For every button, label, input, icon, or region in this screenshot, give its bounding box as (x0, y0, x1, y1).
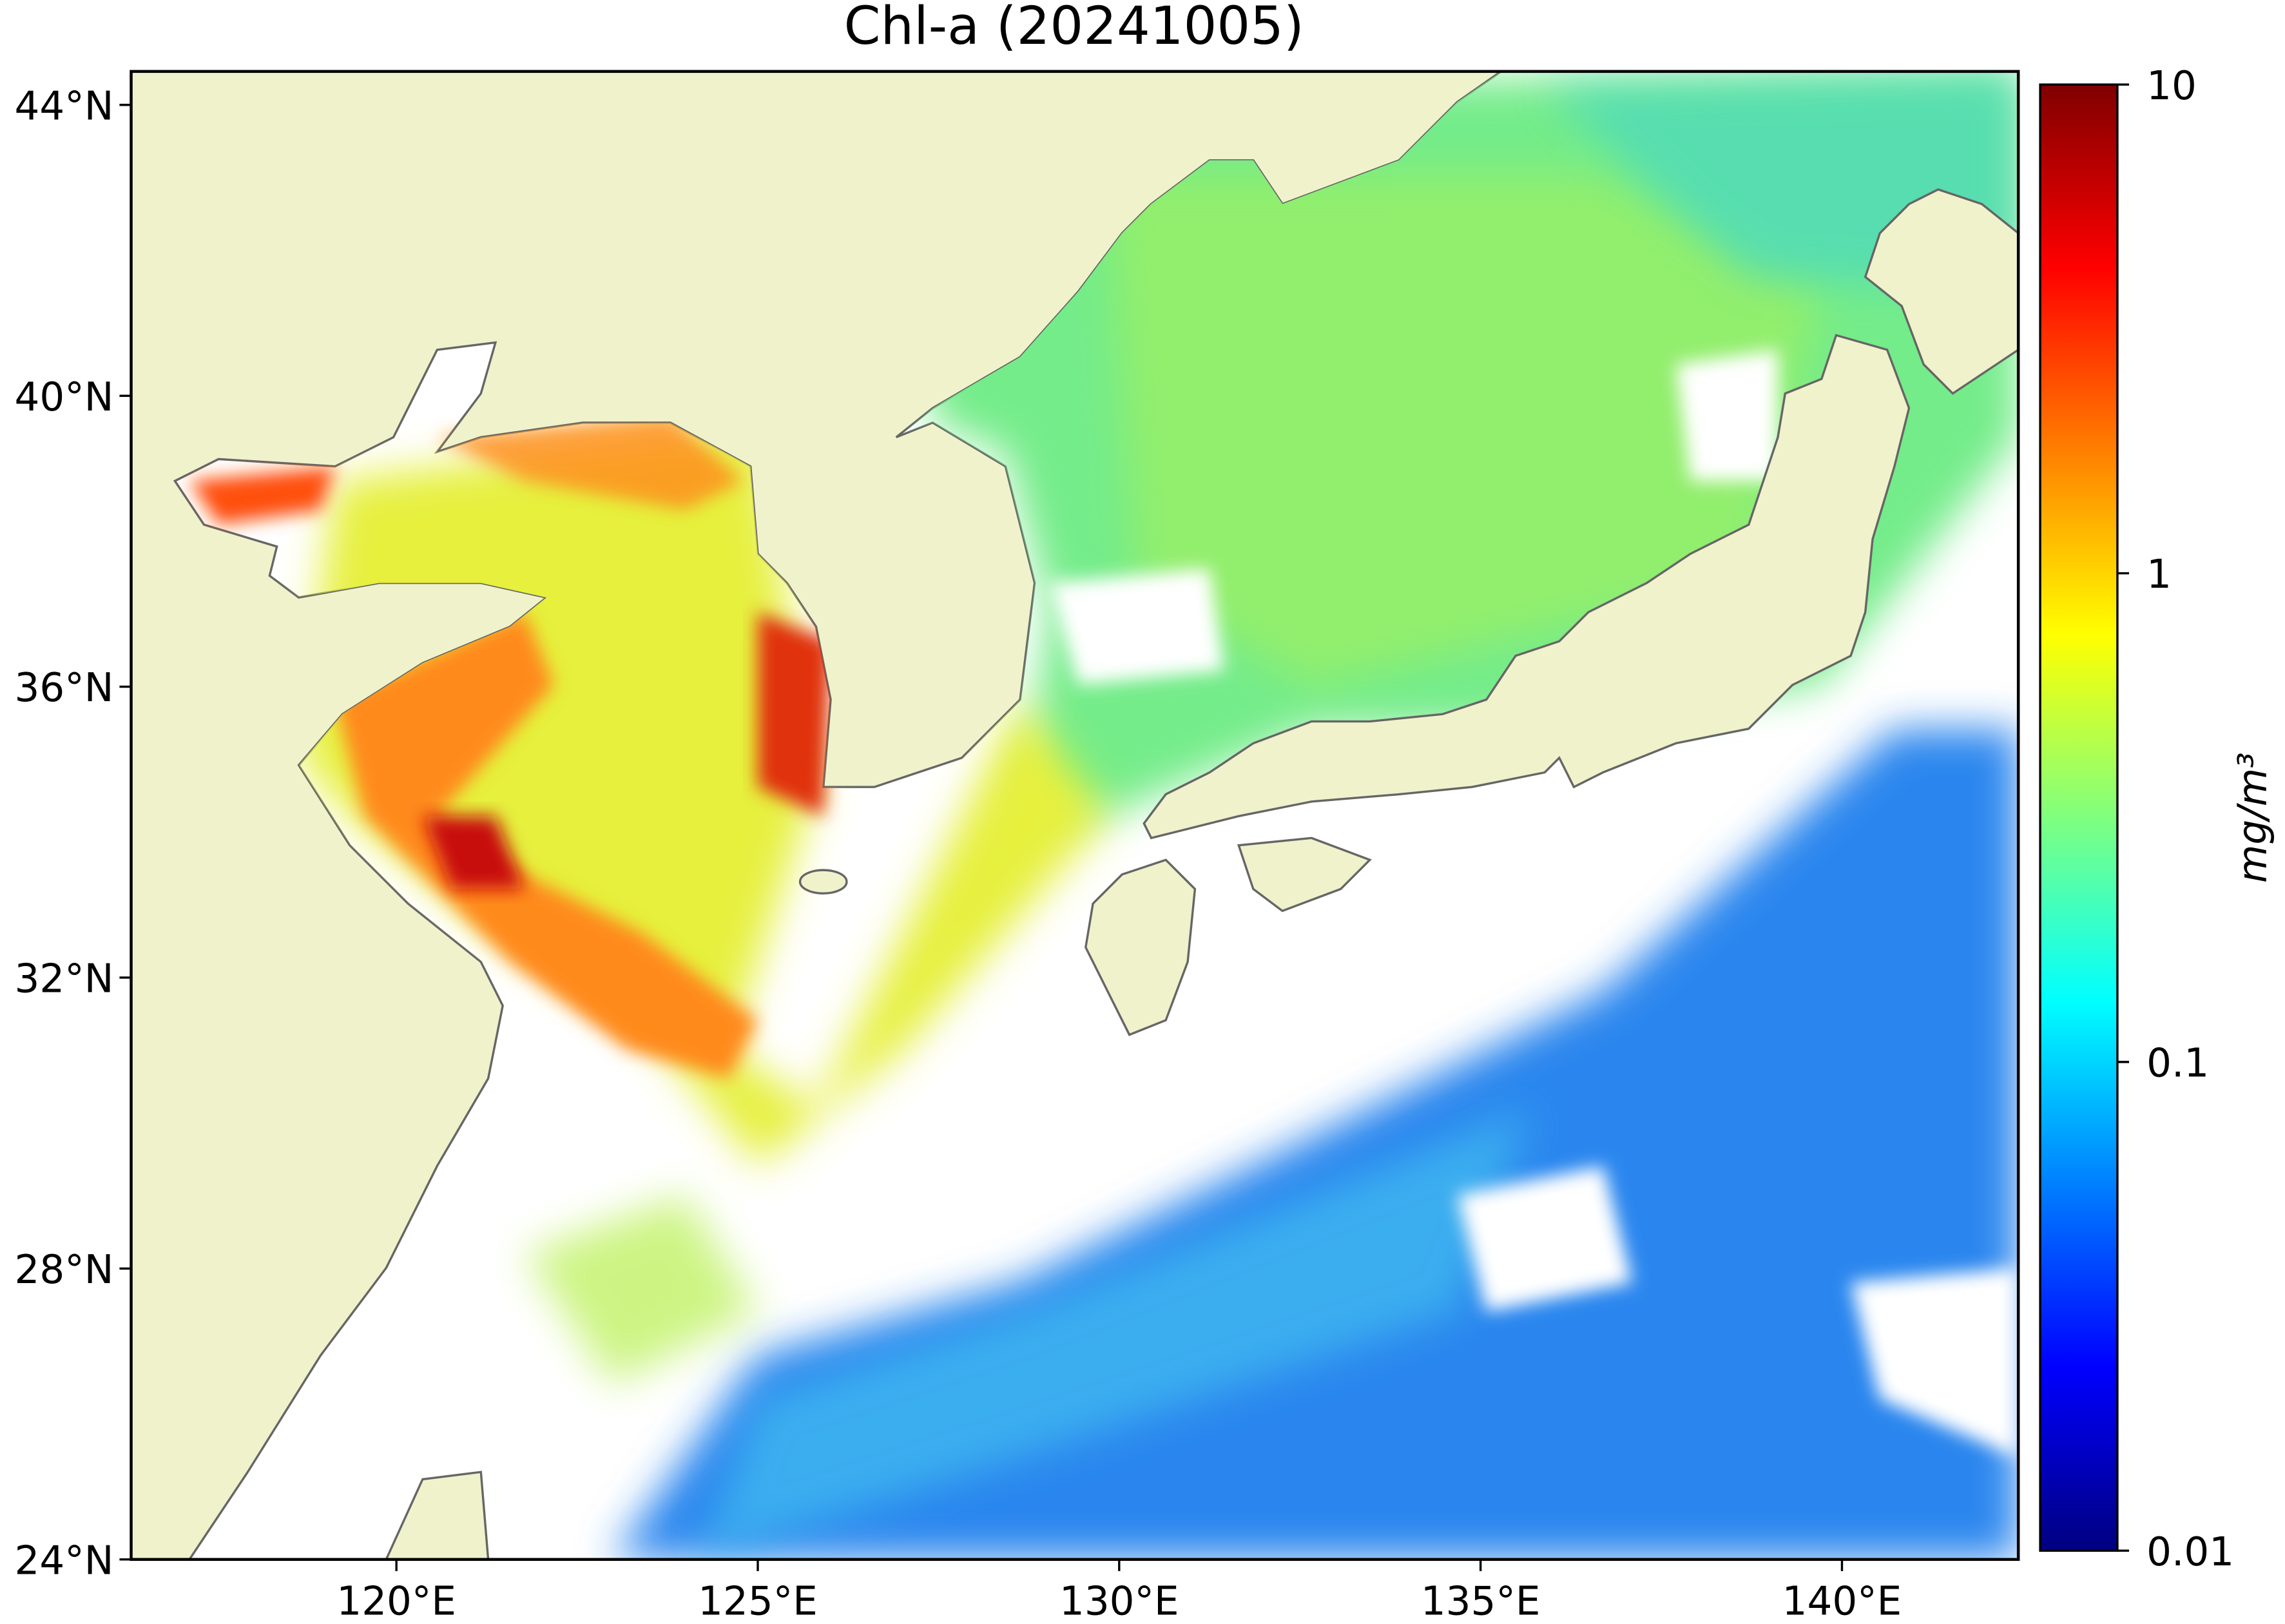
title: Chl-a (20241005) (844, 0, 1304, 57)
coastal-band (335, 612, 758, 1079)
jeju (798, 869, 848, 894)
colorbar-tick-label: 1 (2146, 552, 2172, 597)
pacific-light (699, 1107, 1530, 1560)
honshu (1142, 334, 1911, 840)
bohai-band (437, 415, 744, 510)
y-tick-label: 40°N (15, 374, 114, 420)
cloud (1457, 1166, 1632, 1312)
y-tick-label: 24°N (15, 1538, 114, 1583)
korea-west-high (757, 612, 831, 817)
x-tick-label: 135°E (1421, 1579, 1541, 1624)
colorbar-tick-label: 10 (2146, 63, 2197, 109)
y-tick-label: 32°N (15, 956, 114, 1002)
hokkaido (1864, 188, 2020, 395)
cloud (1675, 349, 1779, 481)
coastal-high (422, 816, 525, 889)
cloud (1851, 1268, 2019, 1458)
colorbar-tick-label: 0.01 (2146, 1529, 2234, 1575)
cloud (1049, 568, 1224, 685)
islands (384, 188, 2020, 1561)
axes: 120°E 125°E 130°E 135°E 140°E 24°N 28°N 32°N 36°… (15, 63, 2235, 1624)
map-frame (130, 70, 2020, 1561)
shikoku (1237, 836, 1372, 913)
colorbar-label: mg/m³ (2230, 752, 2276, 883)
colorbar (2039, 83, 2119, 1552)
bohai-high (189, 466, 336, 525)
x-tick-label: 140°E (1782, 1579, 1902, 1624)
x-tick-label: 120°E (336, 1579, 456, 1624)
y-tick-label: 44°N (15, 83, 114, 129)
y-tick-label: 36°N (15, 665, 114, 711)
sea-of-japan-core (1107, 175, 1822, 685)
x-tick-label: 130°E (1059, 1579, 1179, 1624)
kyushu (1085, 858, 1197, 1036)
colorbar-tick-label: 0.1 (2146, 1040, 2209, 1086)
east-china-sea-field (525, 1195, 758, 1385)
x-tick-label: 125°E (698, 1579, 818, 1624)
y-tick-label: 28°N (15, 1247, 114, 1293)
